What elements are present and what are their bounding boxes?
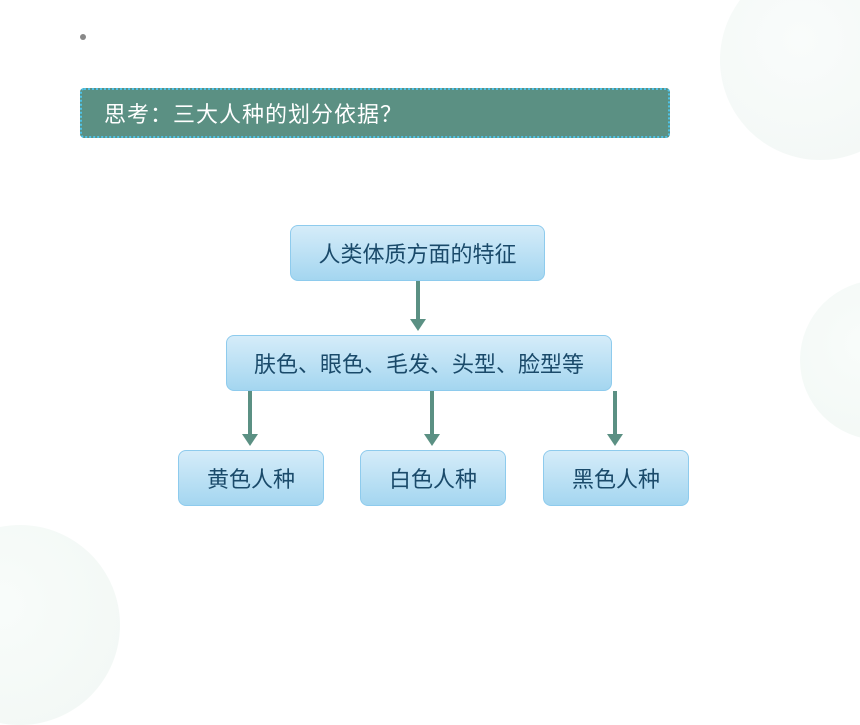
node-label: 肤色、眼色、毛发、头型、脸型等	[254, 347, 584, 379]
node-label: 黄色人种	[207, 462, 295, 494]
node-race-yellow: 黄色人种	[178, 450, 324, 506]
decorative-circle	[0, 525, 120, 725]
decorative-circle	[800, 280, 860, 440]
node-label: 白色人种	[389, 462, 477, 494]
decorative-dot	[80, 34, 86, 40]
title-bar: 思考：三大人种的划分依据？	[80, 88, 670, 138]
node-label: 人类体质方面的特征	[318, 237, 516, 269]
node-characteristics: 肤色、眼色、毛发、头型、脸型等	[226, 335, 612, 391]
arrow	[430, 391, 434, 438]
arrow	[416, 281, 420, 323]
node-race-white: 白色人种	[360, 450, 506, 506]
node-root: 人类体质方面的特征	[290, 225, 545, 281]
arrow	[613, 391, 617, 438]
node-race-black: 黑色人种	[543, 450, 689, 506]
arrow	[248, 391, 252, 438]
node-label: 黑色人种	[572, 462, 660, 494]
decorative-circle	[720, 0, 860, 160]
title-text: 思考：三大人种的划分依据？	[104, 97, 403, 129]
